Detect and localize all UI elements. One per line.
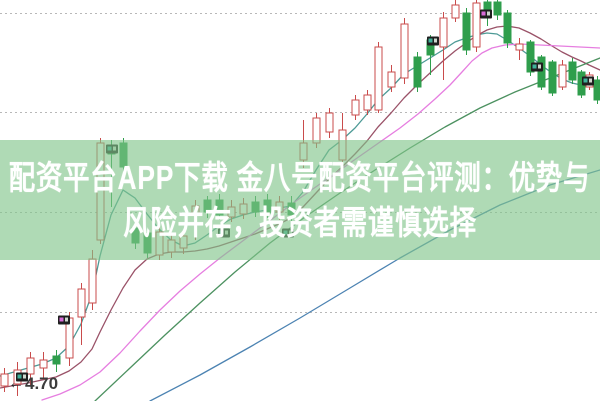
- candle-body-up: [374, 46, 383, 111]
- candle-body-down: [526, 41, 535, 73]
- candle-body-down: [568, 61, 577, 81]
- candle-body-down: [413, 56, 422, 88]
- candle-body-down: [503, 12, 512, 44]
- signal-marker-dot: [428, 38, 433, 43]
- signal-marker-dot: [59, 317, 64, 322]
- candle-body-down: [52, 355, 61, 365]
- signal-marker-dot2: [589, 78, 592, 83]
- headline-line-1: 配资平台APP下载 金八号配资平台评测：优势与: [9, 159, 591, 196]
- candle-body-up: [325, 112, 334, 133]
- signal-marker-dot: [17, 374, 22, 379]
- signal-marker-dot2: [65, 317, 68, 322]
- candle-body-up: [451, 4, 460, 19]
- candle-body-up: [77, 288, 86, 318]
- candle-body-up: [558, 64, 567, 88]
- signal-marker-dot2: [434, 38, 437, 43]
- candle-body-up: [0, 373, 9, 387]
- signal-marker-dot: [583, 78, 588, 83]
- low-price-value: 4.70: [25, 374, 59, 393]
- headline-overlay-band: 配资平台APP下载 金八号配资平台评测：优势与 风险并存，投资者需谨慎选择: [0, 140, 600, 260]
- low-price-label: ← 4.70: [8, 374, 58, 394]
- candle-body-down: [548, 61, 557, 94]
- candle-body-down: [462, 12, 471, 51]
- candle-body-up: [387, 71, 396, 88]
- candle-body-up: [88, 258, 97, 304]
- candle-body-up: [39, 359, 48, 369]
- left-arrow-icon: ←: [8, 375, 24, 392]
- candle-body-up: [363, 94, 372, 111]
- candle-body-up: [26, 357, 35, 375]
- signal-marker-dot: [532, 64, 537, 69]
- candle-body-up: [472, 2, 481, 48]
- candle-body-up: [439, 17, 448, 48]
- candle-body-up: [515, 43, 524, 51]
- candle-body-down: [593, 79, 600, 101]
- headline-line-2: 风险并存，投资者需谨慎选择: [123, 204, 477, 241]
- candle-body-up: [351, 99, 360, 116]
- signal-marker-dot2: [23, 374, 26, 379]
- signal-marker-dot: [481, 11, 486, 16]
- candle-body-down: [537, 56, 546, 88]
- candle-body-up: [400, 23, 409, 79]
- signal-marker-dot2: [538, 64, 541, 69]
- signal-marker-dot2: [487, 11, 490, 16]
- candle-body-down: [493, 1, 502, 16]
